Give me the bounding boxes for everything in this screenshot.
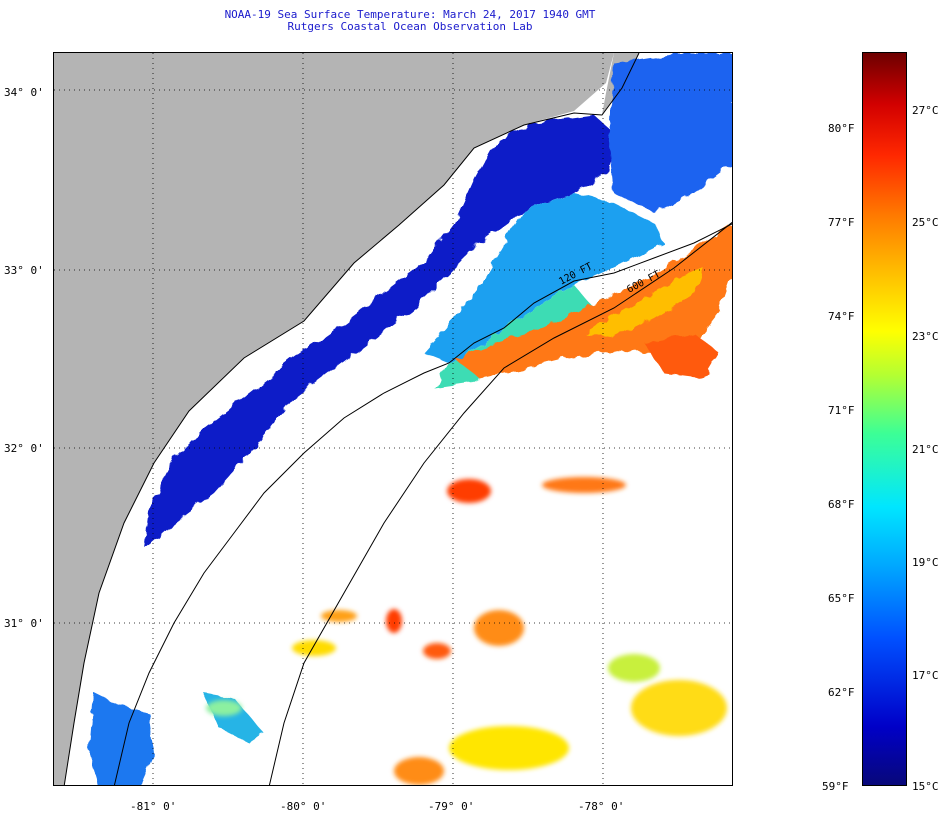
yellow-patch-3	[449, 726, 569, 770]
lat-label-33: 33° 0'	[4, 264, 44, 277]
cb-label-c-21: 21°C	[912, 443, 939, 456]
yellow-patch-1	[631, 680, 727, 736]
cb-label-f-77: 77°F	[828, 216, 855, 229]
lon-label-80: -80° 0'	[280, 800, 327, 813]
sst-map: 120 FT 600 FT	[53, 52, 733, 786]
cb-label-c-19: 19°C	[912, 556, 939, 569]
map-title: NOAA-19 Sea Surface Temperature: March 2…	[224, 8, 596, 21]
warm-patch-3	[474, 610, 524, 646]
graticule	[54, 53, 732, 785]
lon-label-81: -81° 0'	[130, 800, 177, 813]
gulf-stream-eddy	[644, 333, 719, 378]
cb-label-c-27: 27°C	[912, 104, 939, 117]
warm-patch-7	[292, 640, 336, 656]
land-mass	[54, 53, 614, 785]
warm-patch-6	[321, 610, 357, 622]
cb-label-f-71: 71°F	[828, 404, 855, 417]
cb-label-f-59: 59°F	[822, 780, 849, 793]
cb-label-f-80: 80°F	[828, 122, 855, 135]
warm-patch-1	[447, 479, 491, 503]
cold-water-shelf	[144, 115, 614, 548]
cb-label-f-68: 68°F	[828, 498, 855, 511]
lon-label-79: -79° 0'	[428, 800, 475, 813]
cb-label-c-25: 25°C	[912, 216, 939, 229]
coastline	[63, 53, 640, 785]
warm-patch-2	[542, 477, 626, 493]
cb-label-f-74: 74°F	[828, 310, 855, 323]
south-cool-patch	[204, 693, 264, 743]
cb-label-c-17: 17°C	[912, 669, 939, 682]
orange-patch-south	[394, 757, 444, 785]
teal-patch-sw	[206, 700, 242, 716]
map-subtitle: Rutgers Coastal Ocean Observation Lab	[287, 20, 533, 33]
lat-label-34: 34° 0'	[4, 86, 44, 99]
temperature-colorbar	[862, 52, 907, 786]
cold-water-north	[609, 53, 732, 213]
gulf-stream-core	[584, 268, 704, 338]
sst-map-svg: 120 FT 600 FT	[54, 53, 732, 785]
cb-label-c-15: 15°C	[912, 780, 939, 793]
south-cold-patch	[89, 693, 154, 785]
cool-water-band	[424, 193, 664, 363]
contour-120ft	[113, 223, 732, 785]
lat-label-32: 32° 0'	[4, 442, 44, 455]
lon-label-78: -78° 0'	[578, 800, 625, 813]
contour-600ft	[268, 221, 732, 785]
warm-patch-4	[386, 609, 402, 633]
lat-label-31: 31° 0'	[4, 617, 44, 630]
cb-label-c-23: 23°C	[912, 330, 939, 343]
cb-label-f-62: 62°F	[828, 686, 855, 699]
warm-patch-5	[423, 643, 451, 659]
cb-label-f-65: 65°F	[828, 592, 855, 605]
yellow-patch-2	[608, 654, 660, 682]
